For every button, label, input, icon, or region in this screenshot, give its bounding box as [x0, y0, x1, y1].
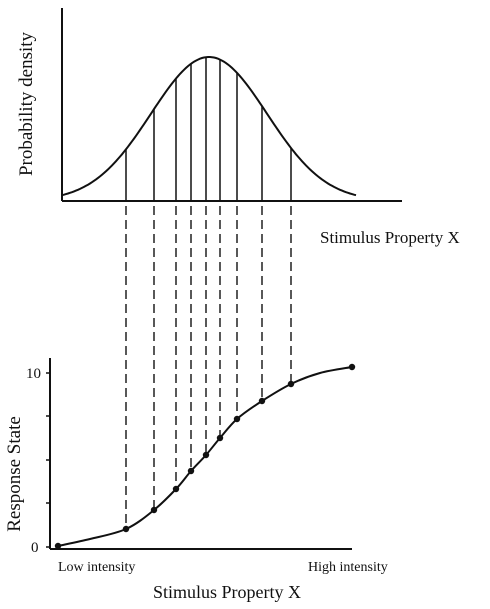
response-point: [54, 542, 62, 550]
response-x-label: Stimulus Property X: [153, 582, 301, 602]
response-point: [202, 451, 210, 459]
response-point: [216, 434, 224, 442]
response-point: [172, 485, 180, 493]
density-x-label: Stimulus Property X: [320, 228, 460, 247]
response-point: [122, 525, 130, 533]
response-y-label: Response State: [4, 416, 25, 532]
density-sample-lines: [125, 57, 292, 201]
y-tick-label-low: 0: [31, 540, 39, 556]
high-intensity-label: High intensity: [308, 560, 388, 575]
density-y-label: Probability density: [16, 31, 37, 176]
response-point: [287, 380, 295, 388]
response-point: [233, 415, 241, 423]
response-panel: 10 0 Response State Low intensity High i…: [4, 358, 388, 602]
density-panel: Probability density Stimulus Property X: [16, 8, 460, 247]
response-point: [348, 363, 356, 371]
response-point: [150, 506, 158, 514]
response-points: [54, 363, 356, 550]
y-tick-label-high: 10: [26, 366, 41, 382]
response-point: [258, 397, 266, 405]
low-intensity-label: Low intensity: [58, 560, 135, 575]
response-point: [187, 467, 195, 475]
density-curve: [61, 56, 357, 197]
projection-lines: [125, 206, 292, 529]
